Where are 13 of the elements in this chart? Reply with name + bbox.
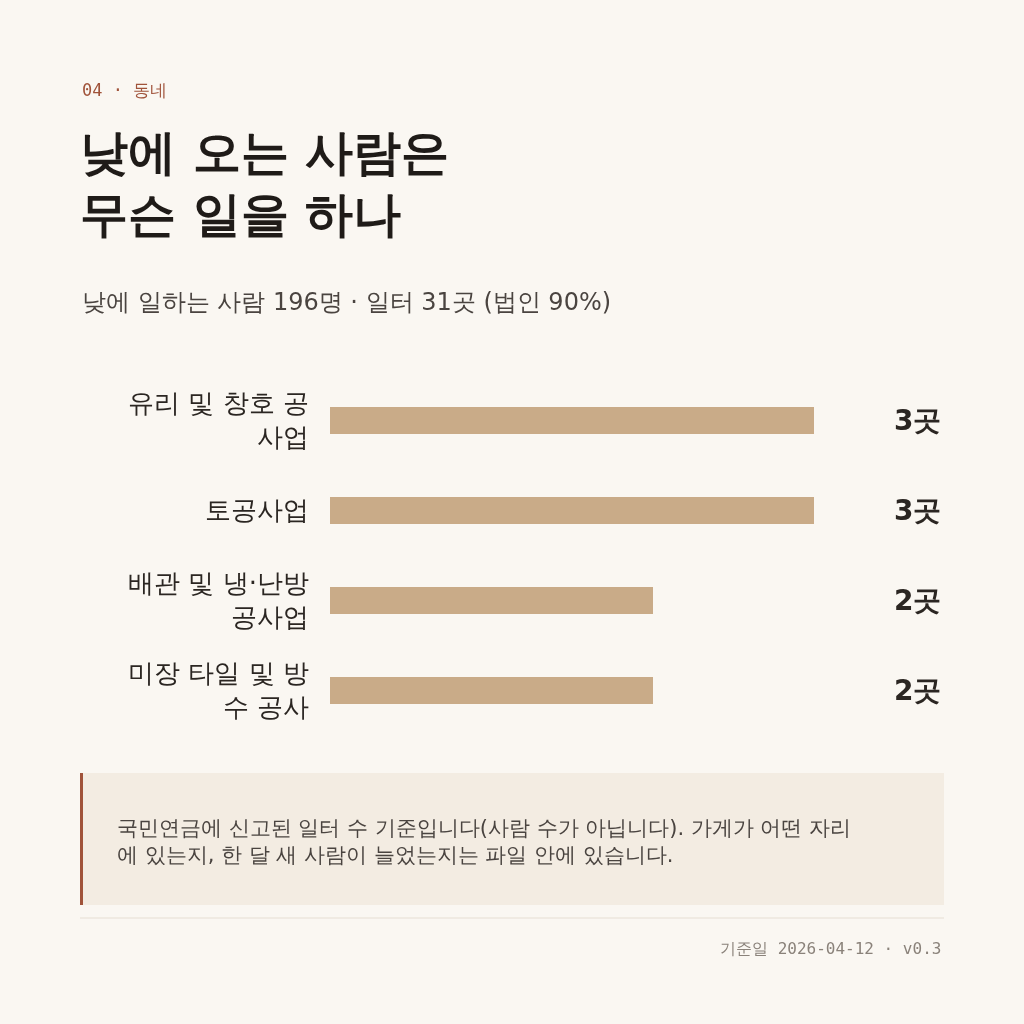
text: 04 · 동네 bbox=[82, 80, 168, 100]
y-tick-label: 배관 및 냉·난방 공사업 bbox=[128, 568, 309, 632]
data-label: 3곳 bbox=[894, 494, 942, 527]
y-tick-label: 토공사업 bbox=[205, 495, 309, 526]
text: 기준일 2026-04-12 · v0.3 bbox=[720, 939, 942, 958]
y-tick-label: 유리 및 창호 공사업 bbox=[128, 388, 309, 452]
data-label: 2곳 bbox=[894, 584, 942, 617]
y-tick-label: 미장 타일 및 방수 공사 bbox=[128, 658, 309, 722]
data-label: 3곳 bbox=[894, 404, 942, 437]
text: 국민연금에 신고된 일터 수 기준입니다(사람 수가 아닙니다). 가게가 어떤 자리에 있는지, 한 달 새 사람이 늘었는지는 파일 안에 있습니다. bbox=[117, 816, 852, 868]
chart-subtitle: 낮에 일하는 사람 196명 · 일터 31곳 (법인 90%) bbox=[82, 288, 612, 316]
chart-title: 낮에 오는 사람은 무슨 일을 하나 bbox=[80, 124, 450, 243]
data-label: 2곳 bbox=[894, 674, 942, 707]
